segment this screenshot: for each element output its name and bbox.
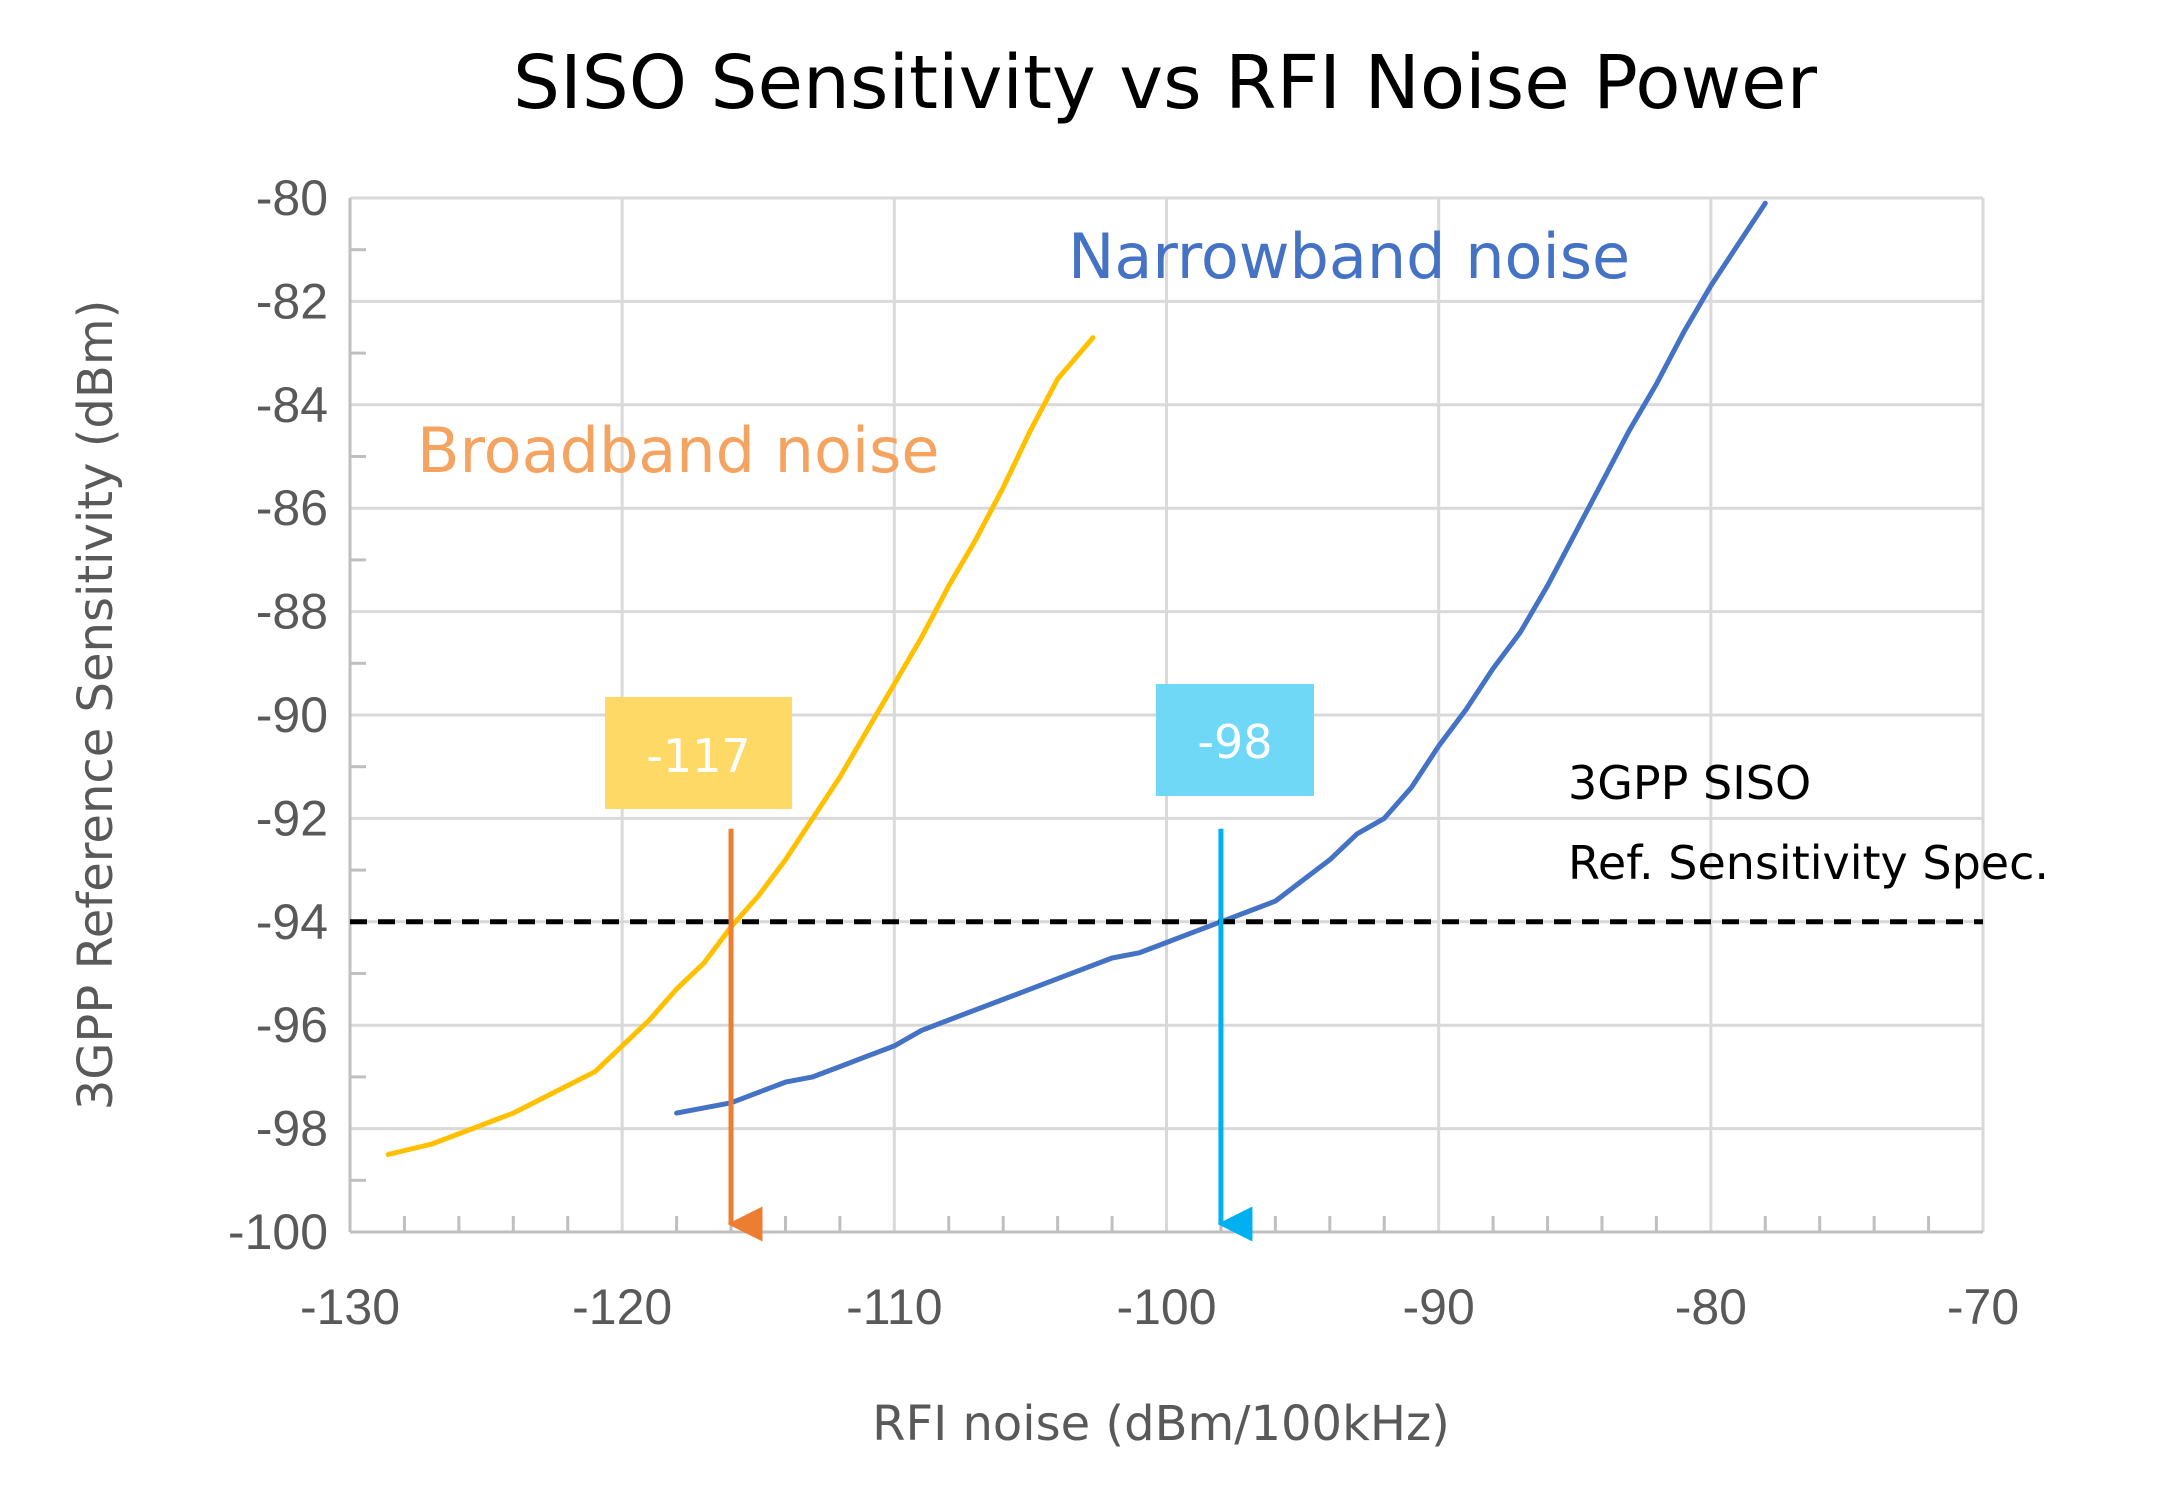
annotation-label: -117 <box>646 729 750 783</box>
y-tick-label: -90 <box>256 687 328 743</box>
reference-line-label: 3GPP SISO <box>1568 756 1811 810</box>
y-tick-label: -94 <box>256 894 328 950</box>
series-label-broadband: Broadband noise <box>417 414 940 487</box>
x-tick-label: -100 <box>1116 1279 1216 1335</box>
y-tick-label: -80 <box>256 170 328 226</box>
y-axis-label: 3GPP Reference Sensitivity (dBm) <box>68 300 124 1111</box>
annotations: -117 -98 <box>605 684 1314 1242</box>
x-axis-label: RFI noise (dBm/100kHz) <box>872 1396 1450 1452</box>
reference-line-label: Ref. Sensitivity Spec. <box>1568 836 2049 890</box>
y-tick-label: -86 <box>256 480 328 536</box>
series-label-narrowband: Narrowband noise <box>1068 220 1630 293</box>
x-tick-label: -80 <box>1675 1279 1747 1335</box>
x-tick-label: -130 <box>300 1279 400 1335</box>
series-line-broadband <box>385 335 1096 1157</box>
x-tick-label: -70 <box>1947 1279 2019 1335</box>
y-tick-label: -92 <box>256 790 328 846</box>
annotation-box <box>1156 684 1314 796</box>
x-tick-label: -110 <box>846 1279 942 1335</box>
x-tick-label: -90 <box>1403 1279 1475 1335</box>
x-tick-label: -120 <box>572 1279 672 1335</box>
axes: -80 -82 -84 -86 -88 -90 -92 -94 -96 -98 -100 -130 -1… <box>228 170 2019 1335</box>
annotation-box <box>605 697 792 809</box>
chart-title: SISO Sensitivity vs RFI Noise Power <box>513 40 1818 126</box>
y-tick-label: -100 <box>228 1204 328 1260</box>
series-lines: Broadband noise Narrowband noise <box>385 200 1768 1157</box>
series-line-narrowband <box>674 200 1768 1116</box>
y-tick-label: -96 <box>256 997 328 1053</box>
annotation-label: -98 <box>1197 715 1272 769</box>
y-tick-label: -84 <box>256 377 328 433</box>
reference-line-group: 3GPP SISO Ref. Sensitivity Spec. <box>350 756 2049 925</box>
y-tick-label: -98 <box>256 1101 328 1157</box>
y-tick-label: -82 <box>256 273 328 329</box>
y-tick-label: -88 <box>256 584 328 640</box>
